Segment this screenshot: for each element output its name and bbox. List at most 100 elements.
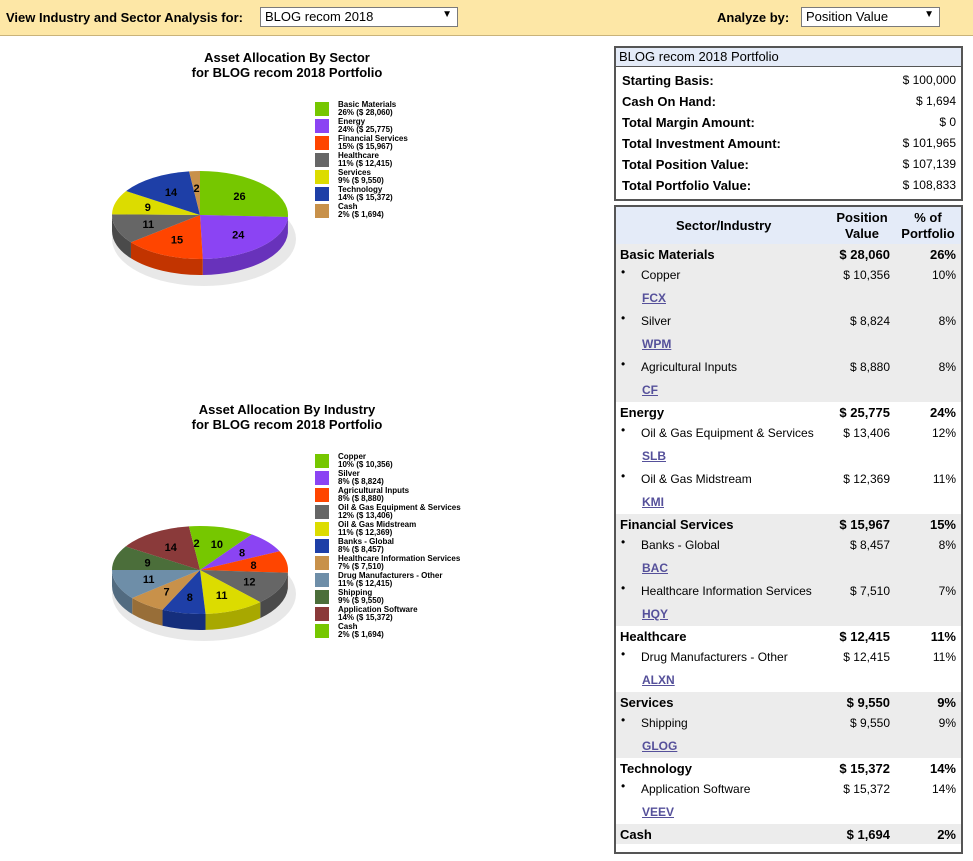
legend-swatch [315,607,329,621]
ticker-link[interactable]: ALXN [642,673,675,687]
pie-slice-label: 8 [239,548,245,560]
pie-slice [130,215,203,259]
pie-slice-label: 9 [145,202,151,214]
pie-slice-label: 12 [243,577,255,589]
legend-value: 7% ($ 7,510) [338,562,384,571]
industry-pct: 8% [938,314,956,328]
bullet-icon: • [621,647,626,661]
industry-value: $ 15,372 [843,782,890,796]
industry-row: • Agricultural Inputs $ 8,880 8% [616,356,961,379]
industry-name: Shipping [641,716,688,730]
legend-swatch [315,187,329,201]
industry-value: $ 12,369 [843,472,890,486]
ticker-link[interactable]: GLOG [642,739,678,753]
sector-group: Technology $ 15,372 14% • Application Softwa… [616,758,961,824]
legend-swatch [315,522,329,536]
pie-slice [200,171,288,218]
legend-name: Healthcare [338,151,379,160]
legend-name: Cash [338,622,358,631]
sector-row: Technology $ 15,372 14% [616,758,961,778]
ticker-link[interactable]: VEEV [642,805,675,819]
industry-pct: 8% [938,538,956,552]
industry-pct: 8% [938,360,956,374]
summary-label: Total Margin Amount: [622,115,755,130]
col-pct-portfolio-line2: Portfolio [901,226,955,241]
legend-value: 2% ($ 1,694) [338,210,384,219]
analyze-by-select[interactable]: Position Value ▼ [801,7,940,27]
portfolio-summary: BLOG recom 2018 Portfolio Starting Basis… [614,46,963,201]
chevron-down-icon: ▼ [924,9,934,20]
pie-slice [200,534,280,570]
sector-value: $ 9,550 [846,695,890,710]
ticker-link[interactable]: WPM [642,337,672,351]
sector-pct: 26% [929,247,956,262]
legend-value: 11% ($ 12,415) [338,579,393,588]
pie-slice [112,191,200,215]
legend-swatch [315,624,329,638]
legend-value: 11% ($ 12,415) [338,159,393,168]
industry-name: Application Software [641,782,751,796]
legend-swatch [315,170,329,184]
legend-value: 14% ($ 15,372) [338,193,393,202]
legend-swatch [315,204,329,218]
pie-slice-side [260,572,288,619]
industry-pct: 12% [931,426,956,440]
legend-name: Shipping [338,588,373,597]
sector-group: Financial Services $ 15,967 15% • Banks - Gl… [616,514,961,626]
pie-slice [189,171,200,215]
bullet-icon: • [621,713,626,727]
sector-row: Cash $ 1,694 2% [616,824,961,844]
pie-slice [112,546,200,570]
legend-value: 8% ($ 8,457) [338,545,384,554]
ticker-link[interactable]: KMI [642,495,664,509]
pie-slice-label: 14 [165,187,178,199]
sector-name: Technology [620,761,692,776]
ticker-link[interactable]: FCX [642,291,666,305]
legend-swatch [315,590,329,604]
industry-chart-title: Asset Allocation By Industry for BLOG re… [150,402,424,432]
pie-slice-label: 24 [232,229,245,241]
sector-pct: 15% [929,517,956,532]
sector-row: Financial Services $ 15,967 15% [616,514,961,534]
industry-pct: 11% [932,472,956,486]
summary-label: Total Position Value: [622,157,749,172]
legend-value: 14% ($ 15,372) [338,613,393,622]
industry-name: Drug Manufacturers - Other [641,650,788,664]
industry-value: $ 12,415 [843,650,890,664]
pie-slice-label: 8 [251,560,257,572]
legend-value: 26% ($ 28,060) [338,108,393,117]
legend-value: 10% ($ 10,356) [338,460,393,469]
sector-pct: 2% [937,827,956,842]
industry-pct: 9% [938,716,956,730]
sector-chart-title: Asset Allocation By Sector for BLOG reco… [150,50,424,80]
sector-value: $ 15,372 [839,761,890,776]
bullet-icon: • [621,469,626,483]
legend-name: Oil & Gas Midstream [338,520,417,529]
ticker-link[interactable]: HQY [642,607,669,621]
portfolio-select[interactable]: BLOG recom 2018 ▼ [260,7,458,27]
pie-slice-side [130,242,203,275]
ticker-link[interactable]: BAC [642,561,668,575]
legend-swatch [315,102,329,116]
legend-name: Technology [338,185,383,194]
industry-value: $ 7,510 [849,584,890,598]
legend-swatch [315,505,329,519]
ticker-link[interactable]: CF [642,383,658,397]
portfolio-summary-title: BLOG recom 2018 Portfolio [616,48,961,67]
legend-value: 2% ($ 1,694) [338,630,384,639]
col-position-value-line2: Value [845,226,879,241]
legend-name: Healthcare Information Services [338,554,461,563]
pie-slice [200,526,252,570]
summary-value: $ 0 [939,115,956,129]
legend-name: Oil & Gas Equipment & Services [338,503,461,512]
sector-row: Energy $ 25,775 24% [616,402,961,422]
ticker-link[interactable]: SLB [642,449,666,463]
industry-value: $ 13,406 [843,426,890,440]
pie-slice [112,214,200,243]
industry-name: Oil & Gas Equipment & Services [641,426,814,440]
bullet-icon: • [621,265,626,279]
sector-name: Services [620,695,674,710]
ticker-row: SLB [616,445,961,468]
pie-slice-label: 15 [171,235,183,247]
sector-pct: 14% [929,761,956,776]
